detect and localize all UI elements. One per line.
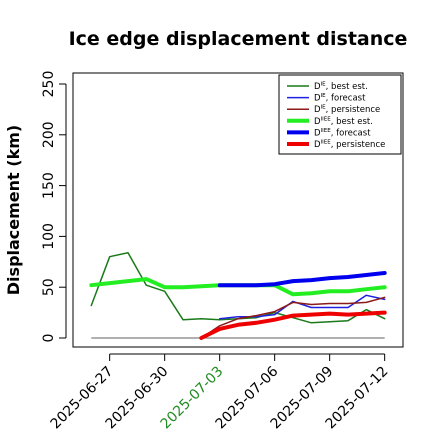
series-layer xyxy=(89,251,387,340)
legend-label: DIIEE, persistence xyxy=(314,140,385,151)
y-tick-label: 150 xyxy=(41,172,57,199)
series-line-2 xyxy=(200,296,386,339)
legend-label: DIE, persistence xyxy=(314,105,380,116)
series-line-4 xyxy=(217,271,387,288)
y-tick-label: 0 xyxy=(41,334,57,343)
legend-label: DIIEE, forecast xyxy=(314,128,371,139)
legend-box xyxy=(278,74,402,155)
y-tick-label: 100 xyxy=(41,223,57,250)
y-axis: 0 50 100 150 200 250 xyxy=(41,71,67,343)
legend-label: DIE, forecast xyxy=(314,93,366,104)
series-line-5 xyxy=(199,310,387,340)
y-tick-label: 50 xyxy=(41,278,57,296)
legend-label: DIE, best est. xyxy=(314,82,368,93)
x-axis: 2025-06-272025-06-302025-07-032025-07-06… xyxy=(48,353,392,432)
y-tick-label: 200 xyxy=(41,121,57,148)
y-axis-label: Displacement (km) xyxy=(4,125,23,295)
y-tick-label: 250 xyxy=(41,71,57,98)
legend-label: DIIEE, best est. xyxy=(314,116,373,127)
chart-title: Ice edge displacement distance xyxy=(69,28,408,50)
plot-frame xyxy=(72,72,404,348)
